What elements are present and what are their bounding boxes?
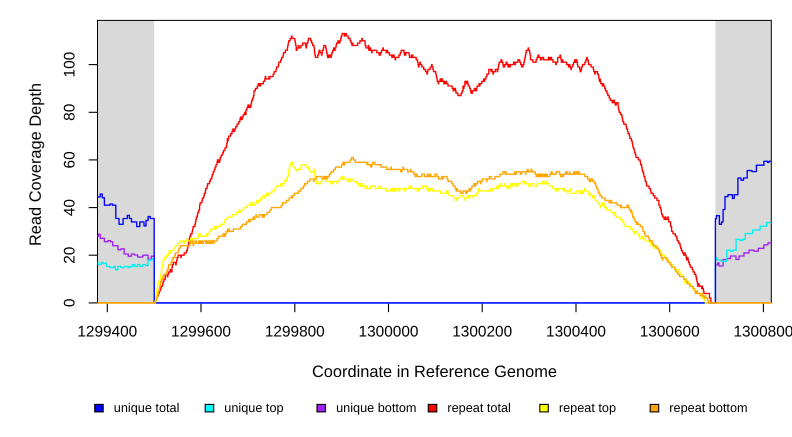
svg-text:unique top: unique top (224, 401, 283, 415)
svg-text:1299800: 1299800 (265, 324, 325, 341)
svg-text:20: 20 (62, 247, 79, 264)
svg-text:unique bottom: unique bottom (336, 401, 416, 415)
svg-text:1299400: 1299400 (77, 324, 137, 341)
svg-text:1299600: 1299600 (171, 324, 231, 341)
svg-text:repeat top: repeat top (559, 401, 616, 415)
svg-text:1300200: 1300200 (452, 324, 512, 341)
svg-text:100: 100 (62, 52, 79, 78)
svg-text:0: 0 (62, 299, 79, 308)
svg-text:40: 40 (62, 199, 79, 216)
svg-text:1300600: 1300600 (640, 324, 700, 341)
svg-text:Read Coverage Depth: Read Coverage Depth (27, 83, 45, 246)
svg-text:1300400: 1300400 (546, 324, 606, 341)
svg-text:Coordinate in Reference Genome: Coordinate in Reference Genome (312, 363, 557, 381)
svg-text:unique total: unique total (114, 401, 180, 415)
svg-text:1300800: 1300800 (733, 324, 792, 341)
svg-text:60: 60 (62, 151, 79, 168)
svg-text:1300000: 1300000 (359, 324, 419, 341)
svg-text:80: 80 (62, 104, 79, 121)
svg-text:repeat bottom: repeat bottom (669, 401, 747, 415)
svg-text:repeat total: repeat total (447, 401, 510, 415)
